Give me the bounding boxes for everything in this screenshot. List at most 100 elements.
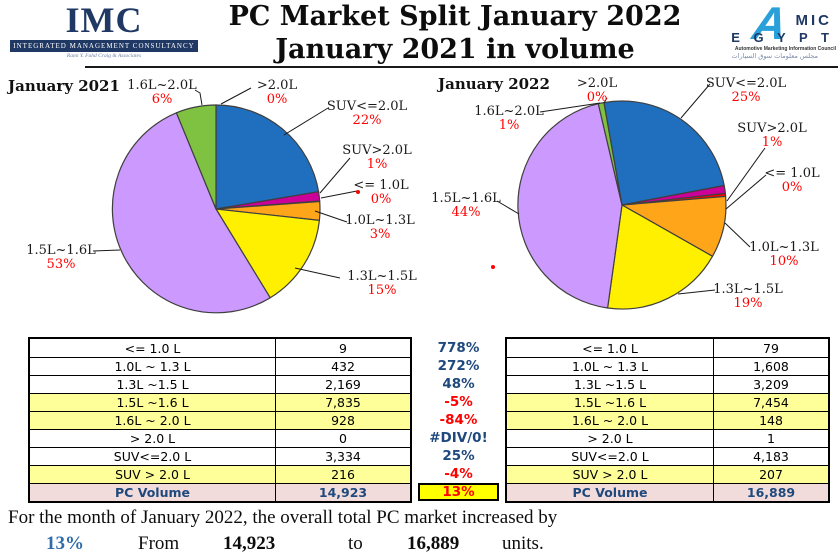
callout-1.0-1.3: 1.0L~1.3L 10% — [749, 240, 819, 269]
leader-line — [220, 87, 252, 105]
pie-title-jan-2021: January 2021 — [8, 77, 120, 95]
pie-slice-1.5L~1.6L — [111, 112, 271, 314]
page-title: PC Market Split January 2022 January 202… — [200, 0, 710, 66]
table-left-value: 432 — [275, 357, 410, 375]
red-marker-dot — [491, 265, 495, 269]
table-right-value: 207 — [713, 465, 828, 483]
summary-word-to: to — [348, 533, 363, 554]
callout-le1.0: <= 1.0L 0% — [764, 166, 820, 195]
table-right-value: 1,608 — [713, 357, 828, 375]
amic-mic: MIC — [795, 12, 832, 29]
callout-le1.0: <= 1.0L 0% — [353, 178, 409, 207]
table-right-value: 148 — [713, 411, 828, 429]
table-right-value: 7,454 — [713, 393, 828, 411]
red-marker-dot — [356, 190, 360, 194]
callout-gt2.0: >2.0L 0% — [576, 76, 618, 105]
table-left-value: 3,334 — [275, 447, 410, 465]
table-left-label: <= 1.0 L — [124, 340, 181, 356]
leader-line — [724, 222, 751, 248]
imc-tagline: Rami Y. Fahd Craig & Associates — [66, 53, 142, 59]
summary-value-to: 16,889 — [407, 533, 460, 554]
growth-percent: -84% — [439, 412, 478, 428]
growth-percent: 48% — [442, 376, 475, 392]
leader-line — [319, 157, 351, 194]
table-left-value: 928 — [275, 411, 410, 429]
table-right-value: 4,183 — [713, 447, 828, 465]
growth-percent: -5% — [444, 394, 473, 410]
pie-slice-1.6L~2.0L — [175, 104, 217, 210]
pie-slice-SUV<=2.0L — [215, 104, 320, 210]
summary-pct: 13% — [46, 533, 84, 554]
growth-percent: 13% — [418, 483, 499, 501]
growth-percent: 272% — [437, 358, 480, 374]
table-right-label: 1.6L ~ 2.0 L — [507, 411, 713, 429]
callout-1.6-2.0: 1.6L~2.0L 1% — [474, 104, 544, 133]
leader-line — [725, 174, 767, 210]
table-left-label: SUV<=2.0 L — [30, 447, 275, 465]
pie-slice-1.3L~1.5L — [607, 204, 714, 310]
volume-table-2022: <= 1.0 L 79 1.0L ~ 1.3 L 1,608 1.3L ~1.5 L 3,… — [505, 337, 830, 503]
table-right-label: SUV<=2.0 L — [507, 447, 713, 465]
amic-tagline: Automotive Marketing Information Council — [734, 46, 836, 52]
summary-word-units: units. — [502, 533, 544, 554]
table-right-label: > 2.0 L — [507, 429, 713, 447]
callout-gt2.0: >2.0L 0% — [256, 78, 298, 107]
callout-1.5-1.6: 1.5L~1.6L 53% — [26, 243, 96, 272]
leader-line — [194, 89, 203, 106]
summary-line1: For the month of January 2022, the overa… — [8, 507, 558, 528]
imc-banner: Integrated Management Consultancy — [10, 40, 198, 52]
table-right-label: PC Volume — [507, 483, 713, 501]
leader-line — [314, 210, 348, 223]
pie-panel-jan-2022: January 2022 >2.0L 0% SUV<=2.0L 25% 1.6L… — [420, 72, 838, 337]
table-right-value: 3,209 — [713, 375, 828, 393]
summary-word-from: From — [138, 533, 180, 554]
callout-1.3-1.5: 1.3L~1.5L 15% — [347, 269, 417, 298]
table-left-value: 14,923 — [275, 483, 410, 501]
leader-line — [283, 107, 329, 136]
table-right-value: 16,889 — [713, 483, 828, 501]
volume-table-2021: <= 1.0 L 9 1.0L ~ 1.3 L 432 1.3L ~1.5 L 2,169… — [28, 337, 412, 503]
table-left-label: > 2.0 L — [30, 429, 275, 447]
pie-slice-1.3L~1.5L — [215, 208, 320, 299]
callout-1.3-1.5: 1.3L~1.5L 19% — [713, 282, 783, 311]
page-title-line2: January 2021 in volume — [275, 34, 635, 65]
leader-line — [677, 289, 716, 295]
table-right-label: SUV > 2.0 L — [507, 465, 713, 483]
pie-slice-1.5L~1.6L — [517, 103, 623, 309]
callout-suv-le2.0: SUV<=2.0L 22% — [326, 99, 408, 128]
table-left-label: PC Volume — [30, 483, 275, 501]
pie-panel-jan-2021: January 2021 1.6L~2.0L 6% >2.0L 0% SUV<=… — [0, 72, 420, 337]
imc-logo: IMC Integrated Management Consultancy Ra… — [10, 0, 198, 64]
summary-text: For the month of January 2022, the overa… — [8, 505, 830, 557]
imc-acronym: IMC — [65, 0, 143, 40]
table-left-label: SUV > 2.0 L — [30, 465, 275, 483]
table-right-label: 1.0L ~ 1.3 L — [507, 357, 713, 375]
table-right-label: <= 1.0 L — [582, 340, 638, 356]
amic-arabic-text: مجلس معلومات سوق السيارات — [731, 52, 818, 60]
table-left-label: 1.5L ~1.6 L — [30, 393, 275, 411]
growth-percent: 25% — [442, 448, 475, 464]
growth-percent: 778% — [437, 340, 480, 356]
leader-line — [726, 147, 766, 202]
amic-egypt: E G Y P T — [731, 30, 834, 45]
table-left-label: 1.6L ~ 2.0 L — [30, 411, 275, 429]
summary-line2: 13% From 14,923 to 16,889 units. — [8, 531, 830, 557]
leader-line — [680, 83, 711, 119]
pie-slice-SUV<=2.0L — [603, 100, 725, 206]
summary-value-from: 14,923 — [223, 533, 276, 554]
leader-line — [539, 102, 601, 113]
table-left-value: 9 — [275, 339, 410, 357]
pie-chart-jan-2021 — [92, 87, 360, 314]
callout-1.6-2.0: 1.6L~2.0L 6% — [127, 78, 197, 107]
table-left-value: 2,169 — [275, 375, 410, 393]
pie-title-jan-2022: January 2022 — [438, 75, 550, 93]
callout-suv-gt2.0: SUV>2.0L 1% — [342, 143, 412, 172]
callout-suv-le2.0: SUV<=2.0L 25% — [705, 76, 787, 105]
table-left-label: 1.3L ~1.5 L — [30, 375, 275, 393]
table-left-value: 0 — [275, 429, 410, 447]
amic-logo: A MIC E G Y P T Automotive Marketing Inf… — [708, 0, 838, 64]
page-title-line1: PC Market Split January 2022 — [228, 1, 682, 32]
growth-percent: -4% — [444, 466, 473, 482]
callout-1.5-1.6: 1.5L~1.6L 44% — [431, 191, 501, 220]
